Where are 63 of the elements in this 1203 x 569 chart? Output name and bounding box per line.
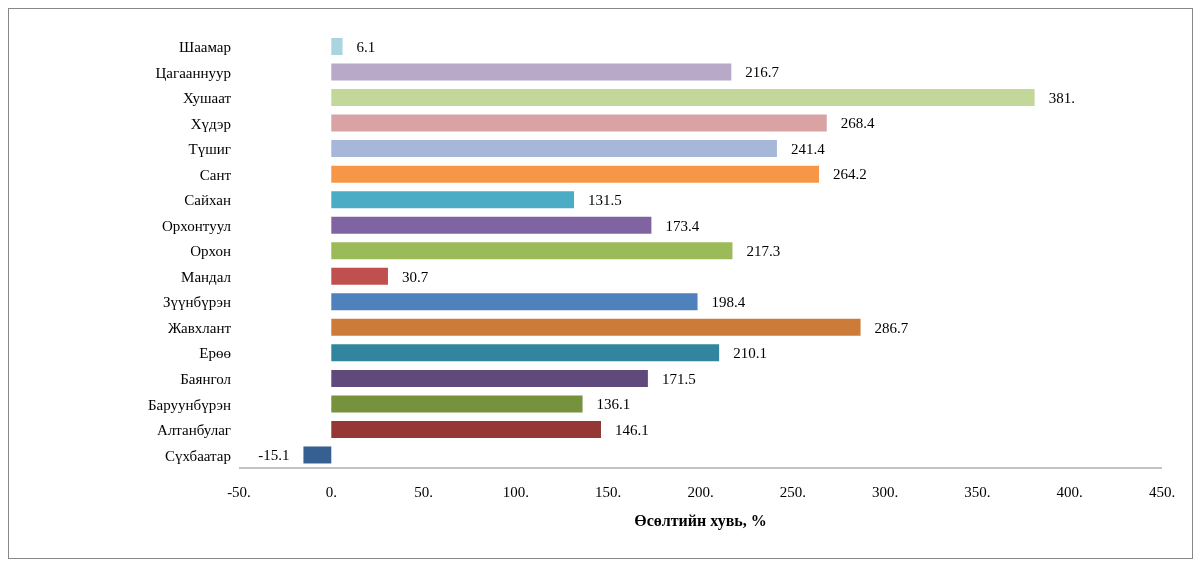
bar xyxy=(331,267,388,285)
y-tick-label: Шаамар xyxy=(179,39,231,56)
bar xyxy=(303,446,332,464)
bar xyxy=(331,293,698,311)
bar xyxy=(331,318,861,336)
data-label: 131.5 xyxy=(588,192,622,208)
y-tick-label: Алтанбулаг xyxy=(157,422,231,439)
bar xyxy=(331,114,827,132)
x-tick-label: 250. xyxy=(779,483,806,500)
y-tick-label: Орхон xyxy=(190,243,231,260)
y-tick-label: Сайхан xyxy=(184,192,231,209)
y-tick-label: Хушаат xyxy=(182,90,232,107)
y-tick-label: Түшиг xyxy=(188,141,231,158)
bar xyxy=(331,216,652,234)
x-tick-label: 0. xyxy=(325,483,337,500)
y-tick-label: Хүдэр xyxy=(190,115,231,132)
data-label: 217.3 xyxy=(746,243,781,260)
data-label: 136.1 xyxy=(596,396,631,413)
y-tick-label: Ерөө xyxy=(199,345,231,362)
bar xyxy=(331,63,732,81)
data-label: 264.2 xyxy=(833,166,867,183)
data-label: 198.4 xyxy=(711,294,746,311)
x-tick-label: 350. xyxy=(964,483,991,500)
y-tick-label: Жавхлант xyxy=(167,319,232,336)
y-tick-label: Мандал xyxy=(181,268,232,285)
data-label: 173.4 xyxy=(665,217,700,234)
bar xyxy=(331,165,820,183)
data-label: 146.1 xyxy=(615,421,649,438)
data-label: 210.1 xyxy=(733,345,767,362)
x-tick-label: 50. xyxy=(414,483,433,500)
bar xyxy=(331,242,733,260)
data-label: 216.7 xyxy=(745,64,780,81)
y-tick-label: Сант xyxy=(199,166,232,183)
bar xyxy=(331,38,343,55)
x-tick-label: 150. xyxy=(595,483,622,500)
data-label: 268.4 xyxy=(840,115,876,132)
bar xyxy=(331,140,777,158)
y-tick-label: Баруунбүрэн xyxy=(147,396,231,413)
x-tick-label: 200. xyxy=(687,483,714,500)
data-label: 241.4 xyxy=(790,140,826,157)
x-tick-label: -50. xyxy=(227,483,251,500)
y-tick-label: Орхонтуул xyxy=(162,217,232,234)
bar xyxy=(331,369,648,387)
data-label: 286.7 xyxy=(874,319,909,336)
data-label: 171.5 xyxy=(661,370,696,387)
bar xyxy=(331,395,583,413)
x-tick-label: 100. xyxy=(502,483,530,500)
x-tick-label: 400. xyxy=(1056,483,1083,500)
data-label: 6.1 xyxy=(356,38,376,55)
y-tick-label: Баянгол xyxy=(180,370,232,387)
y-tick-label: Зүүнбүрэн xyxy=(162,294,231,311)
bar xyxy=(331,89,1035,107)
bar xyxy=(331,191,575,209)
bar xyxy=(331,420,601,438)
data-label: 30.7 xyxy=(401,268,429,285)
x-tick-label: 450. xyxy=(1148,483,1176,500)
x-axis-title: Өсөлтийн хувь, % xyxy=(634,512,767,530)
y-tick-label: Сүхбаатар xyxy=(165,447,231,464)
y-tick-label: Цагааннуур xyxy=(155,64,231,81)
x-tick-label: 300. xyxy=(871,483,899,500)
bar xyxy=(331,344,720,362)
data-label: 381. xyxy=(1048,89,1075,106)
data-label: -15.1 xyxy=(258,447,290,464)
